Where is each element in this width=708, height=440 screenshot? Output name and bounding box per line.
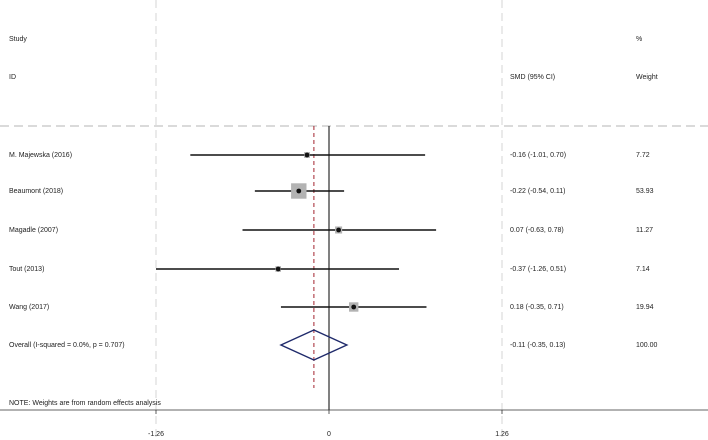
point-estimate-4 <box>351 304 357 310</box>
study-label-0: M. Majewska (2016) <box>9 151 73 159</box>
weight-text-3: 7.14 <box>636 265 650 273</box>
weight-text-0: 7.72 <box>636 151 650 159</box>
study-label-2: Magadle (2007) <box>9 226 59 234</box>
overall-label: Overall (I-squared = 0.0%, p = 0.707) <box>9 341 125 349</box>
point-estimate-2 <box>336 227 342 233</box>
study-label-4: Wang (2017) <box>9 303 50 311</box>
overall-diamond <box>279 329 349 361</box>
overall-ci-text: -0.11 (-0.35, 0.13) <box>510 341 566 349</box>
ci-text-1: -0.22 (-0.54, 0.11) <box>510 187 566 195</box>
point-estimate-0 <box>304 152 310 158</box>
ci-text-2: 0.07 (-0.63, 0.78) <box>510 226 564 234</box>
weight-text-1: 53.93 <box>636 187 654 195</box>
x-tick-label-1: 0 <box>327 431 331 438</box>
smd-ci-header: SMD (95% CI) <box>510 74 556 81</box>
weight-text-2: 11.27 <box>636 226 653 234</box>
study-label-1: Beaumont (2018) <box>9 187 64 195</box>
weight-percent-header: % <box>636 36 643 43</box>
ci-text-4: 0.18 (-0.35, 0.71) <box>510 303 564 311</box>
point-estimate-1 <box>296 188 302 194</box>
weight-header: Weight <box>636 74 658 81</box>
id-header: ID <box>9 74 16 81</box>
x-tick-label-0: -1.26 <box>148 431 164 438</box>
point-estimate-3 <box>275 266 281 272</box>
ci-text-0: -0.16 (-1.01, 0.70) <box>510 151 567 159</box>
ci-text-3: -0.37 (-1.26, 0.51) <box>510 265 567 273</box>
weight-text-4: 19.94 <box>636 303 654 311</box>
study-label-3: Tout (2013) <box>9 265 45 273</box>
x-tick-label-2: 1.26 <box>495 431 509 438</box>
overall-weight-text: 100.00 <box>636 341 658 349</box>
footnote: NOTE: Weights are from random effects an… <box>9 400 161 407</box>
study-header: Study <box>9 36 27 43</box>
